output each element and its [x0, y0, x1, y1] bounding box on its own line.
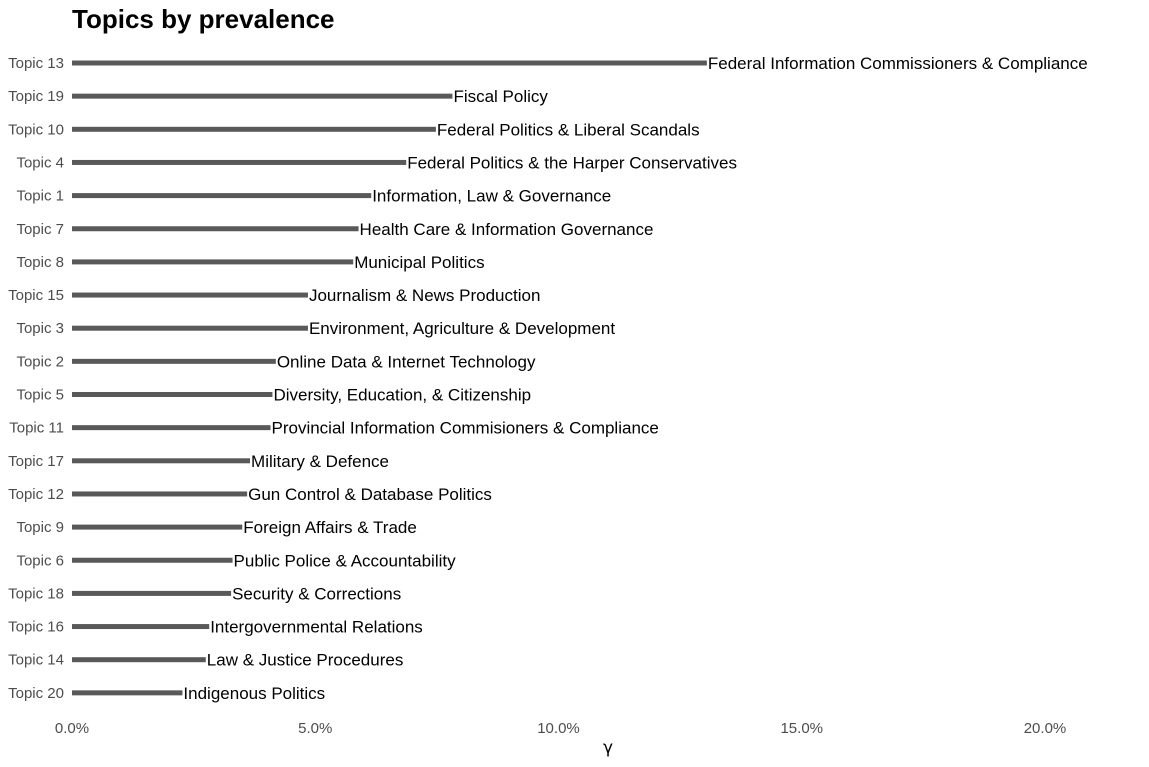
- bar-topic-9: [72, 524, 243, 530]
- bar-topic-12: [72, 491, 248, 497]
- y-tick-label-topic-18: Topic 18: [8, 585, 64, 602]
- bar-topic-11: [72, 425, 271, 431]
- bar-label-topic-11: Provincial Information Commisioners & Co…: [271, 419, 658, 438]
- y-axis-labels: Topic 13 Topic 19 Topic 10 Topic 4 Topic 1 To…: [8, 55, 64, 702]
- y-tick-label-topic-16: Topic 16: [8, 619, 64, 636]
- bar-label-topic-17: Military & Defence: [251, 452, 389, 471]
- bar-label-topic-3: Environment, Agriculture & Development: [309, 319, 615, 338]
- bar-label-topic-10: Federal Politics & Liberal Scandals: [437, 120, 700, 139]
- x-tick-label: 15.0%: [780, 720, 823, 737]
- bar-topic-17: [72, 458, 251, 464]
- bar-label-topic-6: Public Police & Accountability: [234, 551, 457, 570]
- bar-label-topic-18: Security & Corrections: [232, 584, 401, 603]
- bar-topic-10: [72, 126, 436, 132]
- bar-label-topic-14: Law & Justice Procedures: [207, 651, 404, 670]
- y-tick-label-topic-20: Topic 20: [8, 685, 64, 702]
- bar-label-topic-12: Gun Control & Database Politics: [248, 485, 492, 504]
- y-tick-label-topic-1: Topic 1: [16, 188, 64, 205]
- y-tick-label-topic-3: Topic 3: [16, 320, 64, 337]
- y-tick-label-topic-4: Topic 4: [16, 154, 64, 171]
- bar-labels: Federal Information Commissioners & Comp…: [183, 54, 1087, 703]
- bar-topic-16: [72, 624, 210, 630]
- bar-label-topic-1: Information, Law & Governance: [372, 187, 611, 206]
- y-tick-label-topic-7: Topic 7: [16, 221, 64, 238]
- bar-label-topic-16: Intergovernmental Relations: [210, 618, 423, 637]
- x-tick-label: 20.0%: [1024, 720, 1067, 737]
- x-tick-label: 0.0%: [55, 720, 89, 737]
- bar-topic-4: [72, 159, 407, 165]
- y-tick-label-topic-5: Topic 5: [16, 387, 64, 404]
- y-tick-label-topic-9: Topic 9: [16, 519, 64, 536]
- x-tick-label: 5.0%: [298, 720, 332, 737]
- bar-label-topic-19: Fiscal Policy: [453, 87, 548, 106]
- bar-topic-7: [72, 226, 359, 232]
- bar-label-topic-4: Federal Politics & the Harper Conservati…: [407, 153, 737, 172]
- bar-label-topic-20: Indigenous Politics: [183, 684, 325, 703]
- bar-topic-6: [72, 557, 233, 563]
- y-tick-label-topic-6: Topic 6: [16, 552, 64, 569]
- y-tick-label-topic-10: Topic 10: [8, 121, 64, 138]
- y-tick-label-topic-19: Topic 19: [8, 88, 64, 105]
- bar-topic-19: [72, 93, 453, 99]
- bar-label-topic-8: Municipal Politics: [354, 253, 484, 272]
- x-axis-label: γ: [603, 738, 613, 758]
- chart-title: Topics by prevalence: [72, 4, 335, 34]
- bar-topic-2: [72, 358, 276, 364]
- y-tick-label-topic-14: Topic 14: [8, 652, 64, 669]
- bar-topic-20: [72, 690, 183, 696]
- y-tick-label-topic-13: Topic 13: [8, 55, 64, 72]
- bar-topic-14: [72, 657, 206, 663]
- bar-label-topic-2: Online Data & Internet Technology: [277, 352, 536, 371]
- bar-label-topic-7: Health Care & Information Governance: [360, 220, 654, 239]
- bar-topic-13: [72, 60, 707, 66]
- bar-topic-1: [72, 193, 372, 199]
- y-tick-label-topic-15: Topic 15: [8, 287, 64, 304]
- bar-topic-5: [72, 392, 273, 397]
- x-axis-ticks: 0.0% 5.0% 10.0% 15.0% 20.0%: [55, 720, 1066, 737]
- bar-label-topic-5: Diversity, Education, & Citizenship: [273, 386, 531, 405]
- bar-topic-15: [72, 292, 308, 298]
- y-tick-label-topic-8: Topic 8: [16, 254, 64, 271]
- y-tick-label-topic-11: Topic 11: [9, 420, 64, 437]
- bars: [72, 60, 707, 696]
- bar-topic-8: [72, 259, 354, 265]
- bar-label-topic-15: Journalism & News Production: [309, 286, 540, 305]
- y-tick-label-topic-2: Topic 2: [16, 353, 64, 370]
- y-tick-label-topic-12: Topic 12: [8, 486, 64, 503]
- bar-label-topic-13: Federal Information Commissioners & Comp…: [708, 54, 1088, 73]
- bar-label-topic-9: Foreign Affairs & Trade: [243, 518, 417, 537]
- y-tick-label-topic-17: Topic 17: [8, 453, 64, 470]
- x-tick-label: 10.0%: [537, 720, 580, 737]
- bar-topic-3: [72, 325, 308, 331]
- bar-topic-18: [72, 590, 232, 596]
